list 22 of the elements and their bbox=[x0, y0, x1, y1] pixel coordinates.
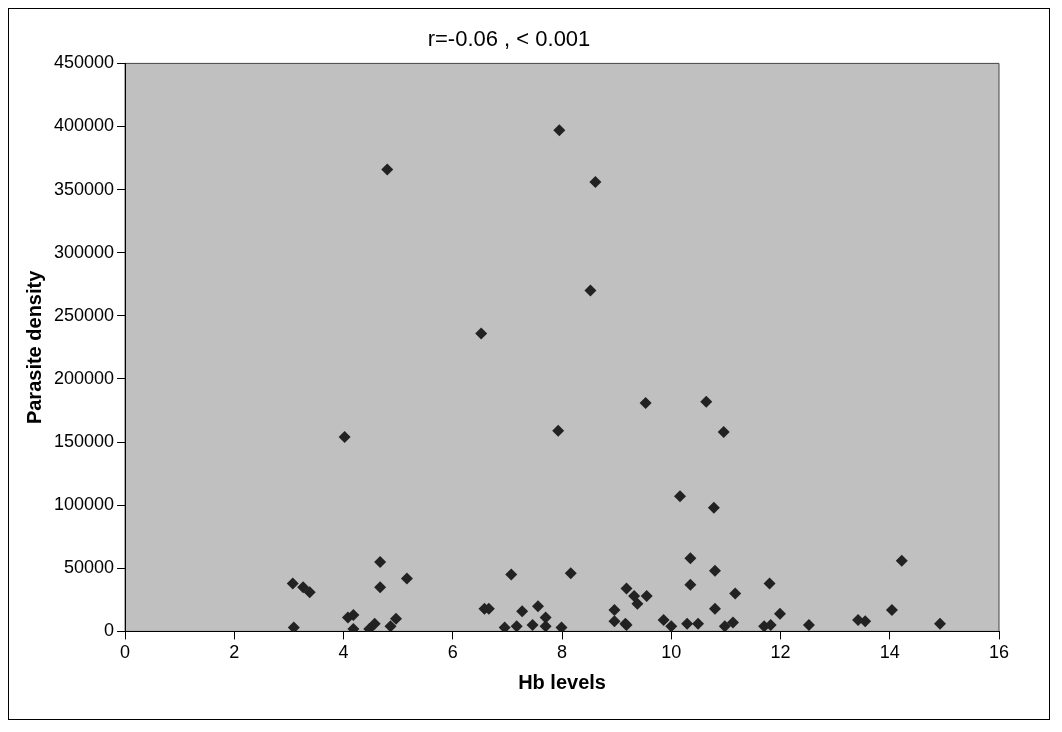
y-tick-label: 400000 bbox=[53, 115, 115, 136]
x-tick-label: 0 bbox=[120, 642, 131, 663]
chart-title: r=-0.06 , < 0.001 bbox=[427, 26, 591, 52]
y-tick-label: 350000 bbox=[53, 178, 115, 199]
x-axis-title: Hb levels bbox=[518, 670, 606, 693]
y-tick-label: 300000 bbox=[53, 241, 115, 262]
x-tick-label: 16 bbox=[988, 642, 1010, 663]
x-tick-label: 6 bbox=[447, 642, 458, 663]
y-tick-label: 200000 bbox=[53, 367, 115, 388]
y-tick-label: 100000 bbox=[53, 494, 115, 515]
x-tick-label: 14 bbox=[879, 642, 900, 663]
y-tick-label: 450000 bbox=[53, 52, 115, 73]
x-tick-label: 10 bbox=[661, 642, 682, 663]
y-tick-label: 0 bbox=[104, 620, 115, 641]
x-tick-label: 8 bbox=[557, 642, 568, 663]
x-tick-label: 2 bbox=[229, 642, 240, 663]
x-tick-label: 12 bbox=[770, 642, 791, 663]
y-axis-title: Parasite density bbox=[22, 269, 45, 425]
y-tick-label: 250000 bbox=[53, 304, 115, 325]
x-tick-label: 4 bbox=[338, 642, 349, 663]
y-tick-label: 50000 bbox=[64, 557, 115, 578]
y-tick-label: 150000 bbox=[53, 431, 115, 452]
